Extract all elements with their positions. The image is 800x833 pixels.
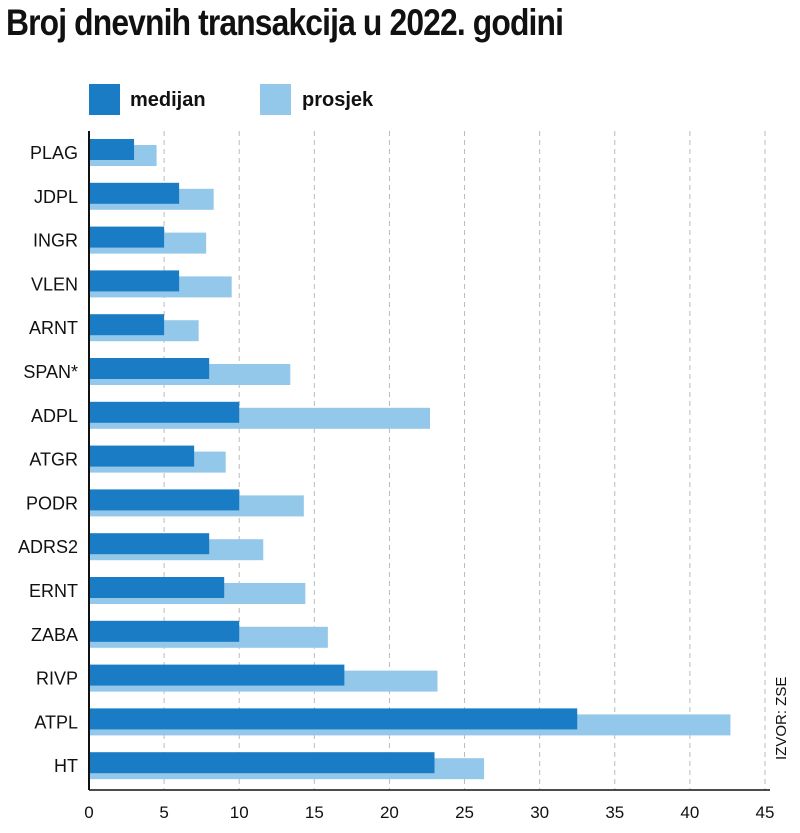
bar-medijan bbox=[89, 226, 165, 248]
category-label: JDPL bbox=[34, 187, 78, 207]
bar-medijan bbox=[89, 664, 345, 686]
chart-title: Broj dnevnih transakcija u 2022. godini bbox=[6, 2, 564, 43]
category-label: INGR bbox=[33, 231, 78, 251]
bar-medijan bbox=[89, 708, 578, 730]
bar-medijan bbox=[89, 139, 135, 160]
bar-medijan bbox=[89, 270, 180, 292]
legend-label-prosjek: prosjek bbox=[302, 89, 374, 111]
bar-medijan bbox=[89, 445, 195, 467]
category-label: PLAG bbox=[30, 143, 78, 163]
bar-medijan bbox=[89, 533, 210, 555]
legend-swatch-medijan bbox=[89, 84, 120, 115]
category-label: ARNT bbox=[29, 318, 78, 338]
category-label: ATPL bbox=[34, 712, 78, 732]
x-tick-label: 40 bbox=[680, 803, 699, 822]
bar-medijan bbox=[89, 577, 225, 598]
category-label: VLEN bbox=[31, 274, 78, 294]
x-tick-label: 35 bbox=[605, 803, 624, 822]
x-tick-label: 10 bbox=[230, 803, 249, 822]
category-label: ZABA bbox=[31, 625, 78, 645]
bar-medijan bbox=[89, 752, 435, 774]
bar-medijan bbox=[89, 358, 210, 379]
x-tick-label: 25 bbox=[455, 803, 474, 822]
x-tick-label: 15 bbox=[305, 803, 324, 822]
category-label: ATGR bbox=[29, 450, 78, 470]
category-label: SPAN* bbox=[23, 362, 78, 382]
category-label: RIVP bbox=[36, 669, 78, 689]
x-tick-label: 30 bbox=[530, 803, 549, 822]
bar-medijan bbox=[89, 620, 240, 642]
category-label: ADRS2 bbox=[18, 537, 78, 557]
bar-medijan bbox=[89, 401, 240, 423]
category-label: PODR bbox=[26, 493, 78, 513]
x-tick-label: 5 bbox=[159, 803, 168, 822]
source-note: IZVOR: ZSE bbox=[773, 677, 790, 760]
category-label: ERNT bbox=[29, 581, 78, 601]
legend-swatch-prosjek bbox=[260, 84, 291, 115]
category-label: ADPL bbox=[31, 406, 78, 426]
legend-label-medijan: medijan bbox=[130, 89, 206, 111]
x-tick-label: 0 bbox=[84, 803, 93, 822]
x-tick-label: 20 bbox=[380, 803, 399, 822]
bar-medijan bbox=[89, 182, 180, 204]
category-label: HT bbox=[54, 756, 78, 776]
bar-medijan bbox=[89, 489, 240, 511]
bar-medijan bbox=[89, 314, 165, 336]
x-tick-label: 45 bbox=[756, 803, 775, 822]
